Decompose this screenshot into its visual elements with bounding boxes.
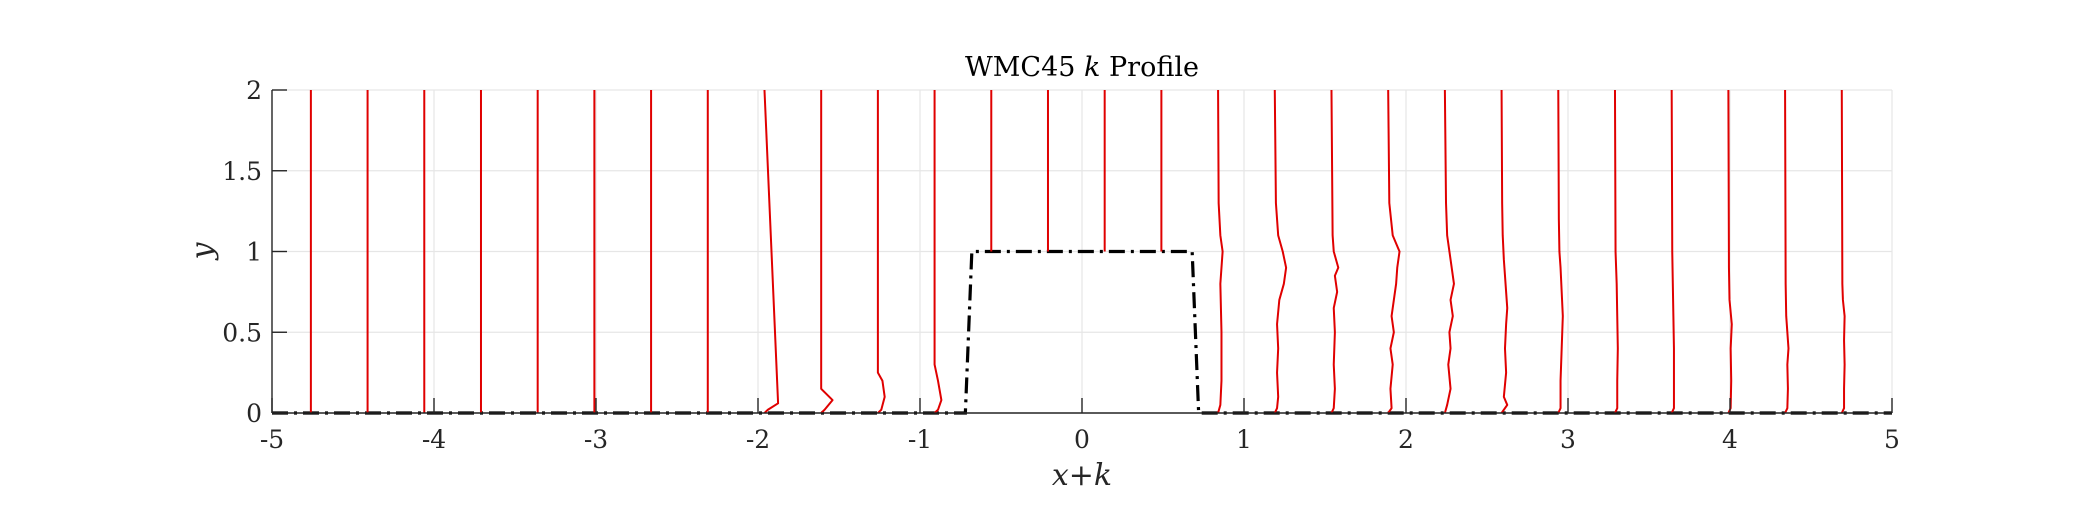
profile-line-10	[876, 90, 886, 414]
y-axis-label: y	[185, 241, 220, 261]
x-tick-label-2: -3	[584, 425, 608, 454]
x-tick-label-4: -1	[908, 425, 932, 454]
profile-line-18	[1330, 89, 1340, 414]
profile-line-26	[1784, 89, 1790, 414]
x-axis-label: x+k	[1052, 458, 1112, 493]
y-tick-label-0: 0	[246, 399, 262, 428]
profile-line-8	[763, 89, 780, 414]
y-tick-label-2: 1	[246, 238, 262, 267]
x-tick-label-3: -2	[746, 425, 770, 454]
x-tick-label-9: 4	[1722, 425, 1738, 454]
y-tick-label-4: 2	[246, 76, 262, 105]
obstacle-geometry	[272, 249, 1892, 415]
y-tick-label-3: 1.5	[222, 157, 262, 186]
x-tick-labels: -5 -4 -3 -2 -1 0 1 2 3 4 5	[260, 425, 1900, 454]
y-tick-labels: 0 0.5 1 1.5 2	[222, 76, 262, 428]
x-tick-label-5: 0	[1074, 425, 1090, 454]
x-tick-label-6: 1	[1236, 425, 1252, 454]
x-tick-label-7: 2	[1398, 425, 1414, 454]
profile-line-21	[1500, 89, 1509, 414]
profile-line-22	[1557, 89, 1564, 414]
x-tick-label-0: -5	[260, 425, 284, 454]
axes	[271, 89, 1893, 414]
x-tick-label-8: 3	[1560, 425, 1576, 454]
profile-line-9	[820, 90, 834, 414]
title-suffix: Profile	[1100, 52, 1199, 83]
profile-line-11	[933, 90, 943, 414]
profile-line-19	[1387, 89, 1401, 414]
profile-line-23	[1613, 89, 1619, 414]
y-tick-label-1: 0.5	[222, 318, 262, 347]
profile-line-17	[1273, 89, 1288, 414]
profile-line-27	[1840, 89, 1846, 414]
profile-line-24	[1670, 89, 1675, 414]
chart-title: WMC45 k Profile	[965, 52, 1199, 83]
profile-line-16	[1217, 89, 1224, 414]
obstacle-outline	[272, 249, 1892, 415]
profile-lines	[309, 89, 1846, 414]
profile-line-25	[1727, 89, 1733, 414]
title-prefix: WMC45	[965, 52, 1084, 83]
profile-line-20	[1443, 89, 1455, 414]
x-tick-label-10: 5	[1884, 425, 1900, 454]
title-variable: k	[1084, 52, 1100, 83]
x-tick-label-1: -4	[422, 425, 446, 454]
